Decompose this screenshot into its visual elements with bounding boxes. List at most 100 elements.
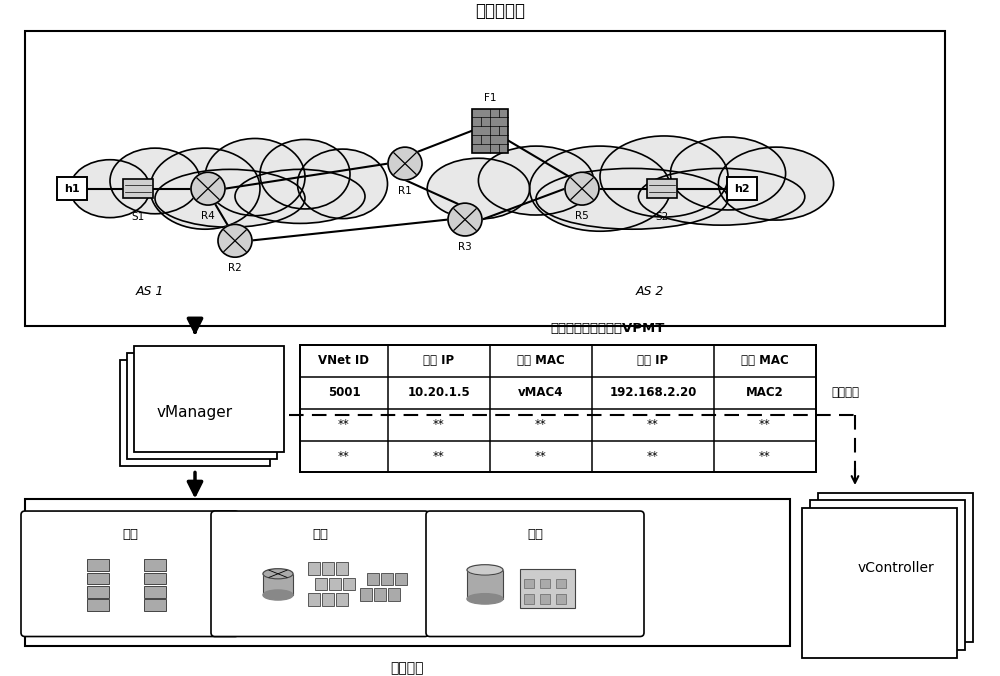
FancyBboxPatch shape xyxy=(395,573,407,585)
Text: **: ** xyxy=(535,450,547,463)
Text: 待仿真网络: 待仿真网络 xyxy=(475,2,525,20)
Text: **: ** xyxy=(759,418,771,431)
FancyBboxPatch shape xyxy=(467,570,503,599)
FancyBboxPatch shape xyxy=(367,573,379,585)
FancyBboxPatch shape xyxy=(123,179,153,198)
Text: R5: R5 xyxy=(575,211,589,221)
FancyBboxPatch shape xyxy=(87,586,109,598)
Text: S1: S1 xyxy=(131,212,145,222)
FancyBboxPatch shape xyxy=(144,573,166,584)
Circle shape xyxy=(448,203,482,236)
Ellipse shape xyxy=(467,564,503,575)
FancyBboxPatch shape xyxy=(322,593,334,606)
FancyBboxPatch shape xyxy=(727,177,757,200)
FancyBboxPatch shape xyxy=(426,511,644,637)
Text: 10.20.1.5: 10.20.1.5 xyxy=(408,386,470,400)
FancyBboxPatch shape xyxy=(374,588,386,601)
FancyBboxPatch shape xyxy=(25,500,790,646)
Text: MAC2: MAC2 xyxy=(746,386,784,400)
Text: vManager: vManager xyxy=(157,405,233,420)
FancyBboxPatch shape xyxy=(120,360,270,466)
Text: h2: h2 xyxy=(734,184,750,193)
FancyBboxPatch shape xyxy=(802,508,957,658)
FancyBboxPatch shape xyxy=(87,559,109,571)
Ellipse shape xyxy=(478,146,594,215)
Ellipse shape xyxy=(155,170,305,227)
Text: VNet ID: VNet ID xyxy=(318,354,370,368)
FancyBboxPatch shape xyxy=(57,177,87,200)
Ellipse shape xyxy=(718,147,834,220)
FancyBboxPatch shape xyxy=(87,599,109,611)
Text: 192.168.2.20: 192.168.2.20 xyxy=(609,386,697,400)
Text: 网络: 网络 xyxy=(312,529,328,541)
FancyBboxPatch shape xyxy=(336,562,348,575)
Text: R1: R1 xyxy=(398,186,412,196)
Ellipse shape xyxy=(235,170,365,223)
Text: **: ** xyxy=(759,450,771,463)
Text: **: ** xyxy=(338,450,350,463)
Text: 5001: 5001 xyxy=(328,386,360,400)
FancyBboxPatch shape xyxy=(144,559,166,571)
Text: 虚拟 IP: 虚拟 IP xyxy=(423,354,455,368)
Text: **: ** xyxy=(433,418,445,431)
Ellipse shape xyxy=(298,149,388,218)
FancyBboxPatch shape xyxy=(315,577,327,590)
Ellipse shape xyxy=(263,569,293,579)
FancyBboxPatch shape xyxy=(300,345,816,473)
FancyBboxPatch shape xyxy=(647,179,677,198)
FancyBboxPatch shape xyxy=(134,346,284,452)
FancyBboxPatch shape xyxy=(127,353,277,459)
Text: AS 1: AS 1 xyxy=(136,285,164,298)
FancyBboxPatch shape xyxy=(556,579,566,588)
FancyBboxPatch shape xyxy=(556,594,566,604)
Text: 示例条目: 示例条目 xyxy=(831,386,859,400)
Ellipse shape xyxy=(205,139,305,216)
Ellipse shape xyxy=(670,137,786,210)
Circle shape xyxy=(218,224,252,257)
FancyBboxPatch shape xyxy=(322,562,334,575)
FancyBboxPatch shape xyxy=(524,579,534,588)
Text: 物理 IP: 物理 IP xyxy=(637,354,669,368)
FancyBboxPatch shape xyxy=(144,586,166,598)
Circle shape xyxy=(565,172,599,205)
Text: 物理 MAC: 物理 MAC xyxy=(741,354,789,368)
FancyBboxPatch shape xyxy=(472,109,508,153)
Text: vMAC4: vMAC4 xyxy=(518,386,564,400)
FancyBboxPatch shape xyxy=(211,511,429,637)
Text: AS 2: AS 2 xyxy=(636,285,664,298)
FancyBboxPatch shape xyxy=(308,562,320,575)
Text: **: ** xyxy=(647,450,659,463)
FancyBboxPatch shape xyxy=(540,579,550,588)
FancyBboxPatch shape xyxy=(25,31,945,326)
FancyBboxPatch shape xyxy=(540,594,550,604)
Text: S2: S2 xyxy=(655,212,669,222)
Text: R4: R4 xyxy=(201,211,215,221)
Circle shape xyxy=(388,147,422,180)
FancyBboxPatch shape xyxy=(818,493,973,642)
FancyBboxPatch shape xyxy=(343,577,355,590)
Ellipse shape xyxy=(150,148,260,229)
Text: **: ** xyxy=(647,418,659,431)
Ellipse shape xyxy=(638,168,805,225)
Text: R2: R2 xyxy=(228,263,242,273)
FancyBboxPatch shape xyxy=(87,573,109,584)
FancyBboxPatch shape xyxy=(524,594,534,604)
FancyBboxPatch shape xyxy=(810,500,965,650)
FancyBboxPatch shape xyxy=(388,588,400,601)
FancyBboxPatch shape xyxy=(308,593,320,606)
Text: h1: h1 xyxy=(64,184,80,193)
Text: **: ** xyxy=(535,418,547,431)
Circle shape xyxy=(191,172,225,205)
Ellipse shape xyxy=(110,148,200,214)
Text: 计算: 计算 xyxy=(122,529,138,541)
Ellipse shape xyxy=(70,160,150,218)
Ellipse shape xyxy=(427,158,530,219)
Text: 虚拟与物理映射信息VPMT: 虚拟与物理映射信息VPMT xyxy=(551,322,665,335)
Text: **: ** xyxy=(433,450,445,463)
Text: F1: F1 xyxy=(484,93,496,103)
Text: **: ** xyxy=(338,418,350,431)
FancyBboxPatch shape xyxy=(360,588,372,601)
FancyBboxPatch shape xyxy=(329,577,341,590)
Text: 物理资源: 物理资源 xyxy=(391,662,424,675)
Ellipse shape xyxy=(536,168,728,229)
